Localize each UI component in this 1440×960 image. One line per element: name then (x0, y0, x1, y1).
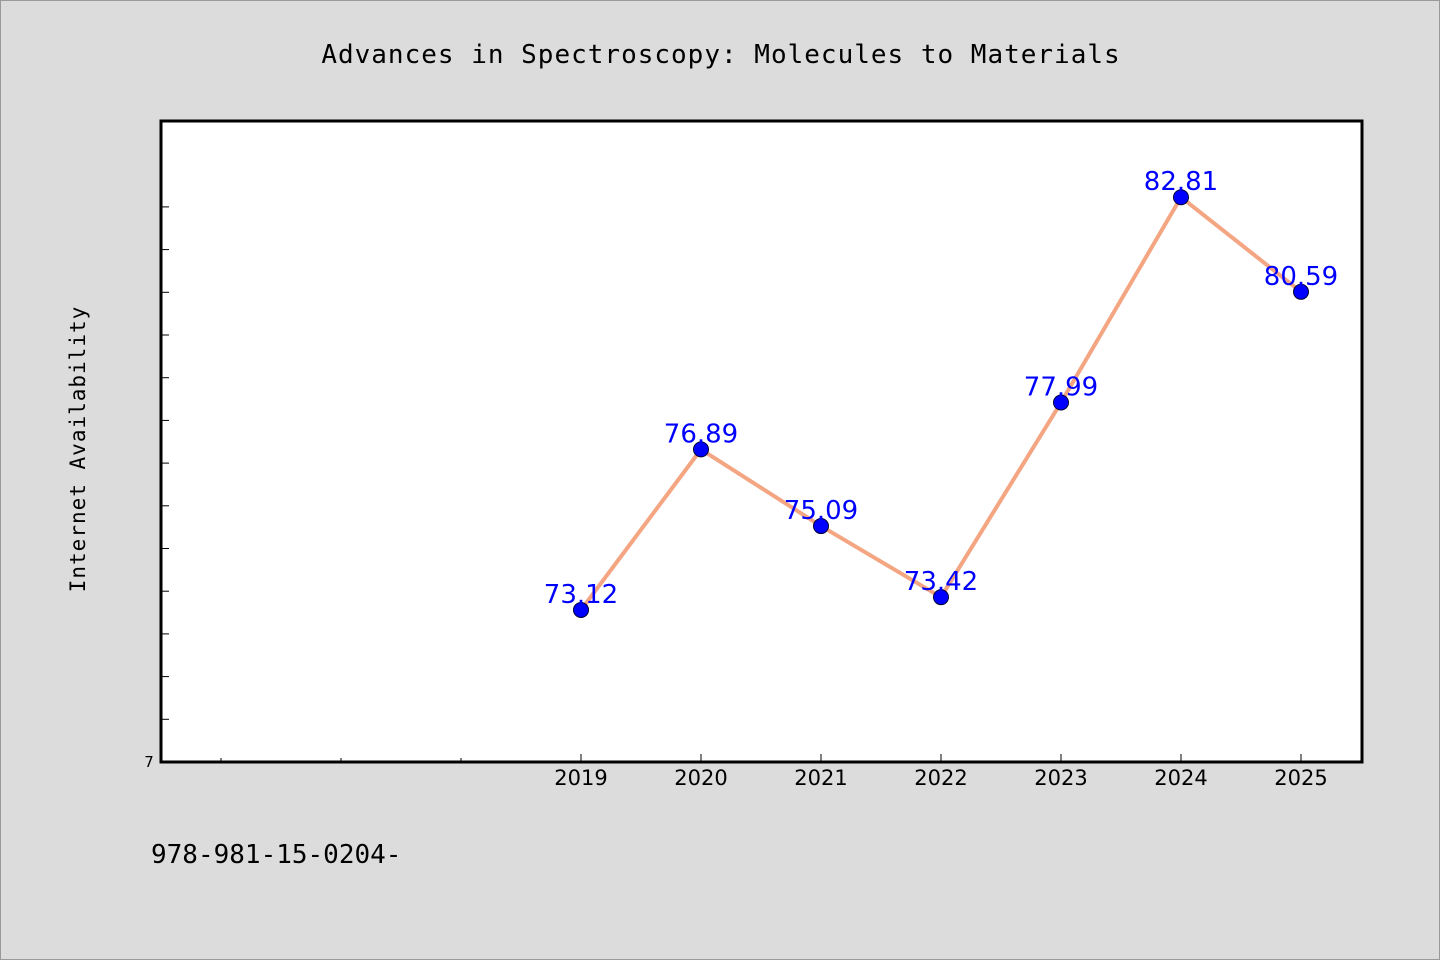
y-axis-label: Internet Availability (66, 306, 90, 593)
x-tick-label-2020: 2020 (674, 766, 727, 790)
x-tick-label-2024: 2024 (1154, 766, 1207, 790)
x-tick-label-2025: 2025 (1274, 766, 1327, 790)
footer-code: 978-981-15-0204- (151, 840, 401, 870)
x-tick-label-2023: 2023 (1034, 766, 1087, 790)
data-point-2025 (1293, 283, 1309, 300)
y-tick-label: 7 (144, 753, 154, 771)
x-axis-ticks: 2019 2020 2021 2022 2023 2024 2025 (220, 754, 1328, 790)
data-label-2019: 73.12 (544, 580, 618, 610)
plot-area (161, 121, 1362, 762)
data-point-2024 (1173, 189, 1189, 206)
data-point-2020 (693, 441, 709, 458)
data-label-2022: 73.42 (904, 567, 978, 597)
data-label-2021: 75.09 (784, 496, 858, 526)
x-tick-label-2019: 2019 (554, 766, 607, 790)
data-label-2023: 77.99 (1024, 373, 1098, 403)
x-tick-label-2022: 2022 (914, 766, 967, 790)
data-labels: 73.12 76.89 75.09 73.42 77.99 82.81 80.59 (544, 167, 1338, 610)
data-point-2021 (813, 518, 829, 535)
data-label-2025: 80.59 (1264, 262, 1338, 292)
series-markers (573, 189, 1309, 618)
data-point-2019 (573, 601, 589, 618)
data-point-2023 (1053, 394, 1069, 411)
data-label-2020: 76.89 (664, 419, 738, 449)
data-point-2022 (933, 589, 949, 606)
data-label-2024: 82.81 (1144, 167, 1218, 197)
x-tick-label-2021: 2021 (794, 766, 847, 790)
chart-title: Advances in Spectroscopy: Molecules to M… (321, 40, 1120, 70)
plot-frame (159, 119, 1364, 764)
